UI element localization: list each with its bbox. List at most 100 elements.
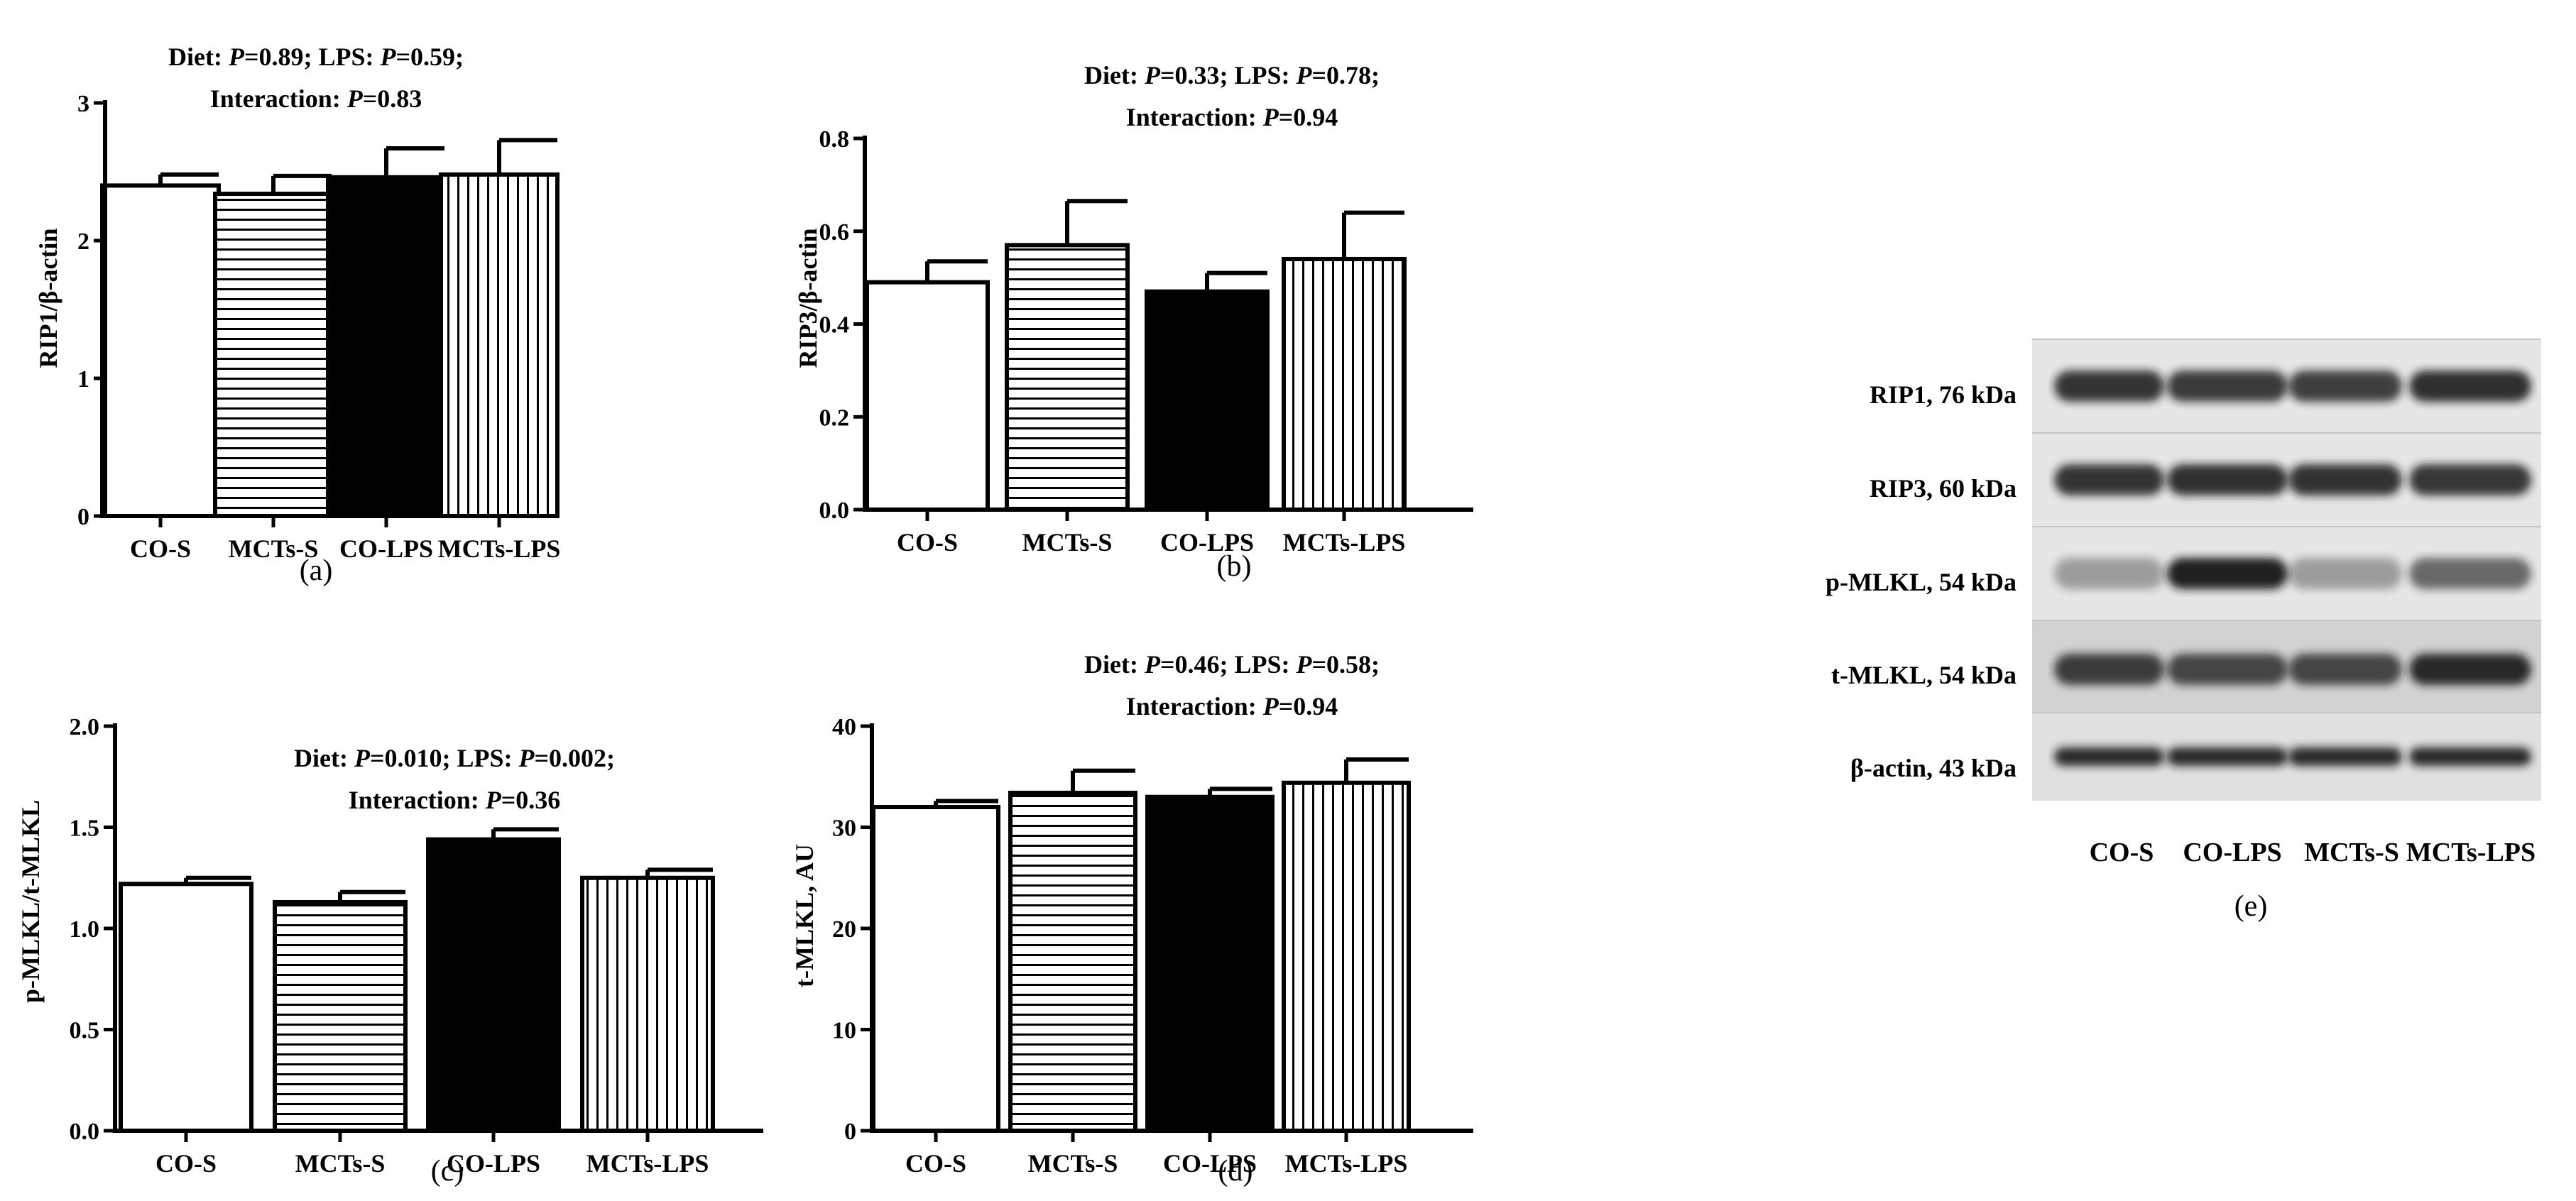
- bar-co-lps: [1145, 289, 1270, 512]
- blot-lane-label: MCTs-LPS: [2406, 838, 2536, 867]
- panel-e: RIP1, 76 kDa RIP3, 60 kDa p-MLKL, 54 kDa…: [1825, 339, 2541, 923]
- blot-band: [2288, 558, 2402, 589]
- bar-mcts-lps: [1282, 780, 1411, 1134]
- western-blot: [2032, 339, 2541, 801]
- y-tick-label: 0.5: [70, 1018, 100, 1044]
- panel-a-label: (a): [300, 554, 333, 587]
- panel-d-stats-line1: Diet: P=0.46; LPS: P=0.58;: [1084, 650, 1380, 679]
- blot-row-labels: RIP1, 76 kDa RIP3, 60 kDa p-MLKL, 54 kDa…: [1825, 380, 2016, 782]
- blot-row-label: p-MLKL, 54 kDa: [1825, 568, 2016, 596]
- blot-band: [2409, 558, 2531, 589]
- panel-b-y-axis-label: RIP3/β-actin: [794, 229, 822, 368]
- blot-band: [2054, 654, 2164, 685]
- panel-d: Diet: P=0.46; LPS: P=0.58; Interaction: …: [790, 650, 1473, 1188]
- bar-mcts-lps: [1282, 256, 1407, 512]
- x-tick-label: CO-S: [155, 1149, 217, 1178]
- y-tick-label: 2.0: [70, 714, 100, 740]
- blot-band: [2288, 747, 2402, 766]
- blot-band: [2409, 464, 2531, 495]
- blot-row-label: RIP1, 76 kDa: [1870, 380, 2016, 409]
- blot-lane-label: MCTs-S: [2304, 838, 2399, 867]
- blot-band: [2409, 371, 2531, 402]
- bar-co-s: [119, 882, 253, 1134]
- y-tick-label: 30: [832, 816, 856, 842]
- y-tick-label: 20: [832, 916, 856, 943]
- y-tick-label: 0: [844, 1119, 856, 1145]
- blot-band: [2054, 558, 2164, 589]
- panel-a: Diet: P=0.89; LPS: P=0.59; Interaction: …: [34, 43, 560, 587]
- bar-co-s: [871, 805, 1000, 1133]
- panel-c-stats-line1: Diet: P=0.010; LPS: P=0.002;: [294, 744, 615, 772]
- y-tick-label: 1: [77, 366, 89, 393]
- blot-lane-label: CO-LPS: [2183, 838, 2281, 867]
- panel-b-stats: Diet: P=0.33; LPS: P=0.78; Interaction: …: [1084, 61, 1380, 131]
- panel-c-stats: Diet: P=0.010; LPS: P=0.002; Interaction…: [294, 744, 615, 814]
- x-tick-label: MCTs-LPS: [1285, 1149, 1408, 1178]
- x-tick-label: MCTs-S: [1028, 1149, 1118, 1178]
- bar-mcts-s: [213, 192, 334, 518]
- y-tick-label: 1.5: [70, 816, 100, 842]
- x-tick-label: CO-S: [897, 528, 958, 556]
- y-tick-label: 0.8: [819, 126, 850, 153]
- panel-a-stats-line2: Interaction: P=0.83: [210, 84, 422, 113]
- panel-c: Diet: P=0.010; LPS: P=0.002; Interaction…: [16, 714, 763, 1188]
- bar-mcts-s: [273, 899, 408, 1133]
- panel-b-stats-line2: Interaction: P=0.94: [1126, 103, 1338, 131]
- panel-c-plot: 0.0 0.5 1.0 1.5 2.0 CO-S MCTs-S CO-LPS MCTs-LPS: [70, 714, 763, 1178]
- blot-lane-label: CO-S: [2090, 838, 2154, 867]
- x-tick-label: CO-S: [130, 534, 191, 563]
- blot-band: [2054, 371, 2164, 402]
- y-tick-label: 40: [832, 714, 856, 740]
- blot-band: [2167, 747, 2288, 766]
- panel-d-stats: Diet: P=0.46; LPS: P=0.58; Interaction: …: [1084, 650, 1380, 720]
- blot-row-label: β-actin, 43 kDa: [1850, 754, 2016, 782]
- bar-mcts-lps: [580, 875, 715, 1133]
- panel-d-plot: 0 10 20 30 40 CO-S MCTs-S CO-LPS MCTs-LPS: [832, 714, 1473, 1178]
- x-tick-label: MCTs-S: [295, 1149, 386, 1178]
- blot-band: [2288, 654, 2402, 685]
- blot-band: [2288, 464, 2402, 495]
- blot-band: [2167, 371, 2288, 402]
- panel-b-stats-line1: Diet: P=0.33; LPS: P=0.78;: [1084, 61, 1380, 89]
- x-tick-label: CO-LPS: [1160, 528, 1254, 556]
- x-tick-label: CO-LPS: [1163, 1149, 1257, 1178]
- x-tick-label: MCTs-S: [229, 534, 319, 563]
- y-tick-label: 0.6: [819, 219, 850, 246]
- panel-c-label: (c): [431, 1155, 464, 1188]
- x-tick-label: MCTs-LPS: [438, 534, 561, 563]
- bar-co-lps: [1145, 794, 1275, 1133]
- y-tick-label: 0: [77, 504, 89, 530]
- y-tick-label: 3: [77, 91, 89, 117]
- panel-b-plot: 0.0 0.2 0.4 0.6 0.8 CO-S MCTs-S CO-LPS MCTs-LPS: [819, 126, 1473, 556]
- panel-d-y-axis-label: t-MLKL, AU: [790, 844, 819, 987]
- bar-mcts-s: [1005, 243, 1130, 512]
- y-tick-label: 10: [832, 1018, 856, 1044]
- panel-c-stats-line2: Interaction: P=0.36: [349, 786, 560, 814]
- x-tick-label: MCTs-LPS: [586, 1149, 709, 1178]
- panel-b: Diet: P=0.33; LPS: P=0.78; Interaction: …: [794, 61, 1473, 583]
- panel-a-y-axis-label: RIP1/β-actin: [34, 229, 62, 368]
- blot-band: [2167, 558, 2288, 589]
- y-tick-label: 0.0: [819, 498, 850, 524]
- blot-row-label: t-MLKL, 54 kDa: [1831, 661, 2016, 689]
- panel-d-label: (d): [1218, 1155, 1253, 1188]
- blot-band: [2054, 747, 2164, 766]
- blot-band: [2409, 654, 2531, 685]
- bar-mcts-lps: [439, 172, 560, 518]
- bar-co-s: [100, 183, 221, 518]
- panel-d-stats-line2: Interaction: P=0.94: [1126, 692, 1338, 720]
- x-tick-label: CO-LPS: [447, 1149, 540, 1178]
- panel-b-label: (b): [1217, 550, 1252, 583]
- panel-a-stats: Diet: P=0.89; LPS: P=0.59; Interaction: …: [168, 43, 464, 113]
- bar-mcts-s: [1008, 791, 1137, 1134]
- x-tick-label: MCTs-S: [1022, 528, 1113, 556]
- blot-band: [2288, 371, 2402, 402]
- bar-co-lps: [426, 837, 561, 1133]
- panel-c-y-axis-label: p-MLKL/t-MLKL: [16, 800, 45, 1003]
- blot-band: [2054, 464, 2164, 495]
- blot-row-label: RIP3, 60 kDa: [1870, 474, 2016, 503]
- y-tick-label: 1.0: [70, 916, 100, 943]
- y-tick-label: 0.4: [819, 312, 850, 339]
- x-tick-label: CO-S: [905, 1149, 966, 1178]
